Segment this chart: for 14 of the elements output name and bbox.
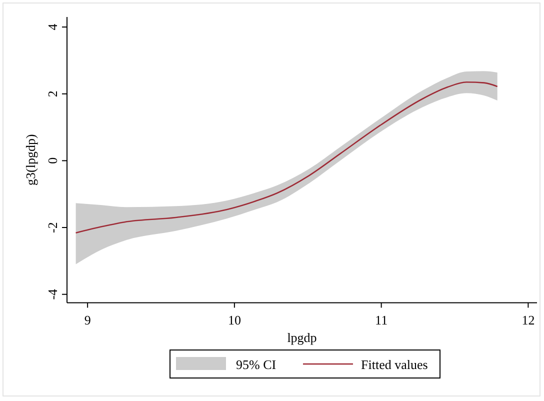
y-axis-title: g3(lpgdp) (23, 134, 38, 186)
x-tick-label: 9 (84, 312, 91, 328)
text: 95% CI (236, 357, 276, 372)
line-series (75, 82, 498, 234)
y-tick-label: 2 (45, 90, 60, 98)
x-tick-label: 11 (375, 312, 388, 328)
y-tick-label: 0 (45, 157, 60, 164)
legend-label: Fitted values (361, 357, 428, 372)
x-tick-label: 10 (228, 312, 241, 328)
x-axis-title: lpgdp (287, 330, 317, 345)
y-tick-label: -2 (45, 222, 60, 233)
x-tick-label: 12 (522, 312, 535, 328)
y-tick-label: 4 (45, 23, 60, 30)
y-tick-label: -4 (45, 288, 60, 300)
